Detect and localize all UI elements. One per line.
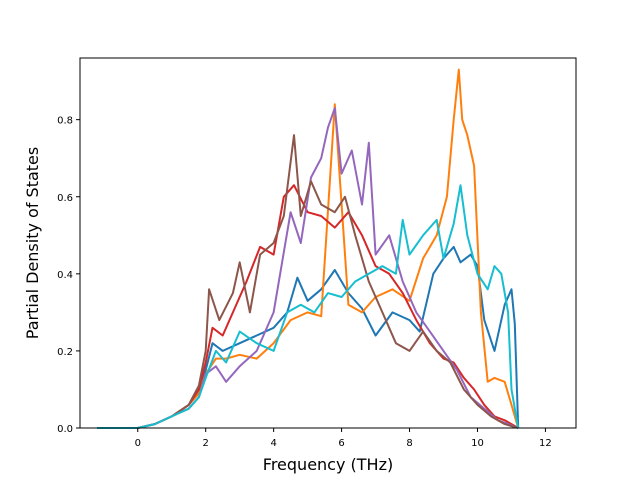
plot-area (79, 57, 577, 429)
x-tick-label: 12 (539, 438, 552, 449)
y-tick-label: 0.0 (57, 424, 73, 435)
series-lines (97, 68, 520, 429)
series-line-6 (97, 184, 520, 429)
series-line-5 (97, 134, 519, 429)
plot-frame (80, 58, 576, 428)
y-axis-label: Partial Density of States (23, 147, 42, 339)
y-tick-label: 0.6 (57, 193, 73, 204)
x-tick-label: 2 (203, 438, 209, 449)
series-line-3 (97, 184, 519, 429)
x-tick-label: 0 (135, 438, 141, 449)
y-tick-label: 0.2 (57, 347, 73, 358)
y-axis-ticks: 0.0 0.2 0.4 0.6 0.8 (57, 116, 80, 435)
plot-border (79, 57, 577, 429)
y-tick-label: 0.4 (57, 270, 73, 281)
x-tick-label: 6 (338, 438, 344, 449)
x-axis-label: Frequency (THz) (263, 455, 393, 474)
x-axis-ticks: 0 2 4 6 8 10 12 (135, 428, 552, 449)
x-tick-label: 10 (471, 438, 484, 449)
x-tick-label: 4 (270, 438, 276, 449)
x-tick-label: 8 (406, 438, 412, 449)
y-tick-label: 0.8 (57, 116, 73, 127)
